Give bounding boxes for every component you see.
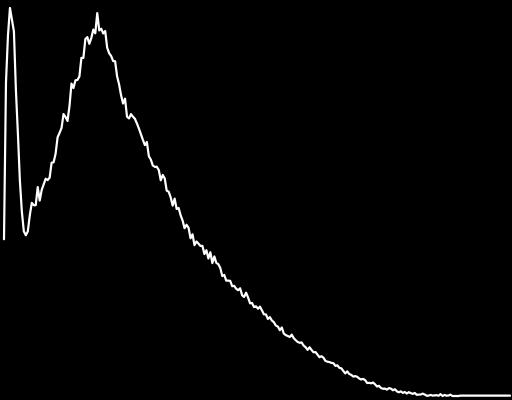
histogram-line (2, 6, 512, 398)
